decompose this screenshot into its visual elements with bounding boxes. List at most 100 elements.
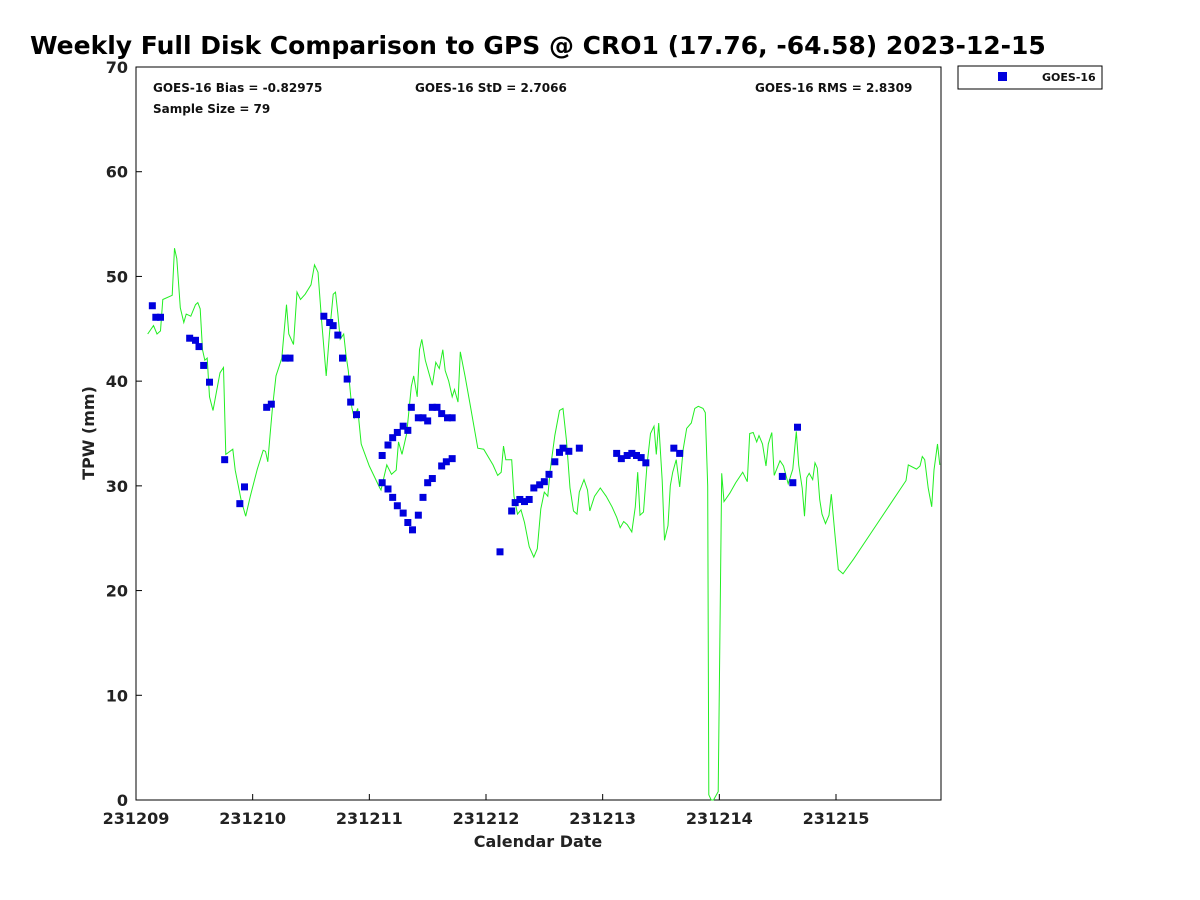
legend-label-goes16: GOES-16 [1042,71,1096,84]
goes16-data-point [628,449,636,457]
goes16-data-point [525,495,533,503]
goes16-data-point [347,398,355,406]
plot-frame [135,66,942,801]
y-tick-label: 30 [106,477,128,496]
goes16-data-point [378,479,386,487]
goes16-data-point [424,479,432,487]
goes16-data-point [334,331,342,339]
goes16-points-group [148,302,801,556]
goes16-data-point [530,484,538,492]
goes16-data-point [496,548,504,556]
goes16-data-point [414,414,422,422]
y-tick-label: 0 [117,791,128,810]
goes16-data-point [442,458,450,466]
goes16-data-point [414,511,422,519]
goes16-data-point [195,343,203,351]
goes16-data-point [157,313,164,321]
goes16-data-point [320,312,328,320]
x-tick-label: 231214 [686,809,753,828]
goes16-data-point [545,470,553,478]
goes16-data-point [556,448,563,456]
goes16-data-point [613,449,621,457]
goes16-data-point [286,354,294,362]
goes16-data-point [399,509,407,517]
goes16-data-point [521,498,528,506]
goes16-data-point [794,423,801,431]
goes16-data-point [409,526,416,534]
goes16-data-point [448,414,456,422]
goes16-data-point [438,410,446,418]
x-tick-label: 231215 [803,809,870,828]
goes16-data-point [508,507,516,515]
goes16-data-point [670,444,678,452]
y-tick-label: 60 [106,163,128,182]
goes16-data-point [241,483,248,491]
x-tick-label: 231211 [336,809,403,828]
std-stat: GOES-16 StD = 2.7066 [415,81,567,95]
y-tick-label: 10 [106,686,128,705]
goes16-data-point [389,434,397,442]
goes16-data-point [536,481,544,489]
goes16-data-point [148,302,156,310]
goes16-data-point [642,459,650,467]
goes16-data-point [192,336,199,344]
x-tick-label: 231209 [103,809,170,828]
goes16-data-point [575,444,583,452]
goes16-data-point [343,375,351,383]
y-tick-label: 20 [106,582,128,601]
gps-tpw-line [147,248,941,801]
legend-marker-goes16 [998,72,1007,81]
chart-title: Weekly Full Disk Comparison to GPS @ CRO… [30,31,1046,60]
goes16-data-point [516,495,524,503]
goes16-data-point [186,334,194,342]
goes16-data-point [206,378,213,386]
goes16-data-point [637,454,645,462]
sample-size-stat: Sample Size = 79 [153,102,270,116]
goes16-data-point [424,417,432,425]
goes16-data-point [407,403,415,411]
rms-stat: GOES-16 RMS = 2.8309 [755,81,912,95]
goes16-data-point [384,485,392,493]
x-axis-label: Calendar Date [474,832,603,851]
goes16-data-point [393,502,401,510]
goes16-data-point [267,400,275,408]
goes16-data-point [633,451,640,459]
x-tick-label: 231212 [453,809,520,828]
goes16-data-point [623,451,631,459]
x-tick-label: 231213 [569,809,636,828]
axes: 0 10 20 30 40 50 60 70 231209 231210 231211 231212 2… [103,58,870,828]
goes16-data-point [419,414,427,422]
y-tick-label: 70 [106,58,128,77]
goes16-data-point [433,403,441,411]
goes16-data-point [263,403,271,411]
goes16-data-point [565,447,573,455]
bias-stat: GOES-16 Bias = -0.82975 [153,81,322,95]
goes16-data-point [329,322,337,330]
y-axis-label: TPW (mm) [79,386,98,480]
goes16-data-point [236,500,244,508]
goes16-data-point [339,354,346,362]
goes16-data-point [389,493,397,501]
goes16-data-point [200,361,208,369]
goes16-data-point [676,449,684,457]
goes16-data-point [438,462,446,470]
goes16-data-point [221,456,229,464]
goes16-data-point [448,455,456,463]
goes16-data-point [419,493,427,501]
goes16-data-point [559,444,567,452]
x-tick-label: 231210 [219,809,286,828]
gps-line-group [147,248,941,801]
goes16-data-point [399,422,407,430]
goes16-data-point [540,478,548,486]
goes16-data-point [428,475,436,483]
goes16-data-point [404,519,412,527]
y-tick-label: 40 [106,372,128,391]
goes16-data-point [511,499,519,507]
goes16-data-point [617,455,625,463]
goes16-data-point [404,426,412,434]
goes16-data-point [353,411,360,419]
goes16-data-point [152,313,160,321]
legend: GOES-16 [957,65,1103,90]
goes16-data-point [428,403,436,411]
